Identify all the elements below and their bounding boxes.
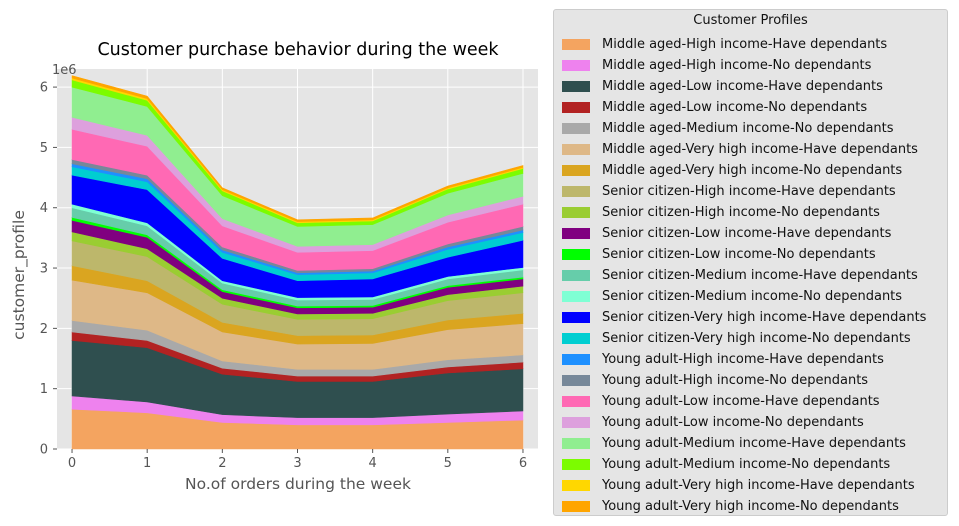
- y-tick-label: 5: [40, 141, 48, 156]
- legend-label: Senior citizen-High income-No dependants: [602, 205, 880, 220]
- legend-swatch: [562, 249, 590, 260]
- x-tick-label: 6: [519, 456, 527, 471]
- legend-swatch: [562, 123, 590, 134]
- legend-label: Young adult-High income-Have dependants: [602, 352, 884, 367]
- y-tick-label: 6: [40, 81, 48, 96]
- legend-label: Young adult-High income-No dependants: [602, 373, 869, 388]
- y-axis-label: customer_profile: [10, 210, 29, 340]
- y-tick-label: 3: [40, 262, 48, 277]
- legend-item: Young adult-Very high income-No dependan…: [562, 498, 899, 515]
- legend-title: Customer Profiles: [693, 13, 808, 28]
- y-tick-label: 0: [40, 443, 48, 458]
- chart-title: Customer purchase behavior during the we…: [97, 40, 499, 60]
- legend-item: Middle aged-Low income-No dependants: [562, 99, 867, 116]
- legend-item: Senior citizen-High income-No dependants: [562, 204, 880, 221]
- x-tick-label: 3: [293, 456, 301, 471]
- y-tick-label: 1: [40, 382, 48, 397]
- legend-swatch: [562, 438, 590, 449]
- legend-label: Young adult-Very high income-No dependan…: [602, 499, 899, 514]
- x-tick-label: 1: [143, 456, 151, 471]
- legend-label: Middle aged-Very high income-Have depend…: [602, 142, 918, 157]
- legend-swatch: [562, 207, 590, 218]
- legend-swatch: [562, 165, 590, 176]
- legend-item: Middle aged-Low income-Have dependants: [562, 78, 883, 95]
- legend-item: Middle aged-High income-Have dependants: [562, 36, 887, 53]
- x-tick-label: 4: [369, 456, 377, 471]
- x-tick-label: 0: [68, 456, 76, 471]
- legend-item: Senior citizen-Low income-Have dependant…: [562, 225, 891, 242]
- legend-swatch: [562, 228, 590, 239]
- legend-swatch: [562, 417, 590, 428]
- legend-item: Senior citizen-High income-Have dependan…: [562, 183, 896, 200]
- legend-item: Senior citizen-Medium income-Have depend…: [562, 267, 918, 284]
- stacked-area-chart: 0 1 2 3 4 5 6 0 1 2 3 4 5 6 Customer purchase behavio…: [10, 40, 538, 493]
- x-tick-label: 2: [218, 456, 226, 471]
- legend-swatch: [562, 102, 590, 113]
- legend-label: Middle aged-High income-No dependants: [602, 58, 872, 73]
- legend-label: Middle aged-Very high income-No dependan…: [602, 163, 903, 178]
- legend-swatch: [562, 459, 590, 470]
- legend-label: Young adult-Low income-Have dependants: [602, 394, 880, 409]
- legend-swatch: [562, 354, 590, 365]
- legend-label: Middle aged-Medium income-No dependants: [602, 121, 894, 136]
- legend-label: Middle aged-High income-Have dependants: [602, 37, 888, 52]
- legend-item: Middle aged-Very high income-No dependan…: [562, 162, 902, 179]
- legend-label: Young adult-Low income-No dependants: [602, 415, 864, 430]
- legend-item: Young adult-Medium income-Have dependant…: [562, 435, 906, 452]
- legend-label: Middle aged-Low income-Have dependants: [602, 79, 883, 94]
- legend-label: Senior citizen-Medium income-Have depend…: [602, 268, 918, 283]
- y-tick-label: 4: [40, 201, 48, 216]
- y-axis-scale-label: 1e6: [52, 63, 77, 78]
- x-tick-label: 5: [444, 456, 452, 471]
- legend-item: Middle aged-Medium income-No dependants: [562, 120, 894, 137]
- legend-item: Young adult-Low income-No dependants: [562, 414, 864, 431]
- legend-item: Senior citizen-Medium income-No dependan…: [562, 288, 902, 305]
- legend-item: Middle aged-Very high income-Have depend…: [562, 141, 918, 158]
- legend-label: Senior citizen-Very high income-No depen…: [602, 331, 911, 346]
- legend-item: Young adult-High income-No dependants: [562, 372, 868, 389]
- x-axis-label: No.of orders during the week: [185, 475, 411, 493]
- area-series-layer: [71, 75, 524, 450]
- legend-item: Young adult-Medium income-No dependants: [562, 456, 890, 473]
- legend-item: Middle aged-High income-No dependants: [562, 57, 871, 74]
- legend-label: Young adult-Medium income-No dependants: [602, 457, 891, 472]
- legend-label: Senior citizen-High income-Have dependan…: [602, 184, 896, 199]
- legend-label: Middle aged-Low income-No dependants: [602, 100, 868, 115]
- legend-swatch: [562, 81, 590, 92]
- legend-label: Young adult-Medium income-Have dependant…: [602, 436, 906, 451]
- legend-swatch: [562, 480, 590, 491]
- legend-label: Senior citizen-Low income-No dependants: [602, 247, 876, 262]
- legend-swatch: [562, 60, 590, 71]
- legend-item: Young adult-Low income-Have dependants: [562, 393, 880, 410]
- legend-swatch: [562, 39, 590, 50]
- legend-swatch: [562, 270, 590, 281]
- legend-item: Young adult-Very high income-Have depend…: [562, 477, 915, 494]
- legend-swatch: [562, 144, 590, 155]
- axis-ticks: 0 1 2 3 4 5 6 0 1 2 3 4 5 6: [40, 81, 527, 471]
- legend-label: Senior citizen-Low income-Have dependant…: [602, 226, 892, 241]
- legend-swatch: [562, 186, 590, 197]
- legend-item: Senior citizen-Low income-No dependants: [562, 246, 876, 263]
- legend-label: Young adult-Very high income-Have depend…: [602, 478, 915, 493]
- legend-swatch: [562, 375, 590, 386]
- legend-item: Senior citizen-Very high income-Have dep…: [562, 309, 926, 326]
- legend: Customer Profiles Middle aged-High incom…: [553, 9, 948, 516]
- y-tick-label: 2: [40, 322, 48, 337]
- legend-item: Young adult-High income-Have dependants: [562, 351, 884, 368]
- legend-swatch: [562, 333, 590, 344]
- legend-label: Senior citizen-Very high income-Have dep…: [602, 310, 927, 325]
- legend-item: Senior citizen-Very high income-No depen…: [562, 330, 911, 347]
- legend-swatch: [562, 312, 590, 323]
- legend-swatch: [562, 396, 590, 407]
- legend-label: Senior citizen-Medium income-No dependan…: [602, 289, 903, 304]
- legend-swatch: [562, 501, 590, 512]
- area-series-23: [71, 75, 524, 222]
- legend-swatch: [562, 291, 590, 302]
